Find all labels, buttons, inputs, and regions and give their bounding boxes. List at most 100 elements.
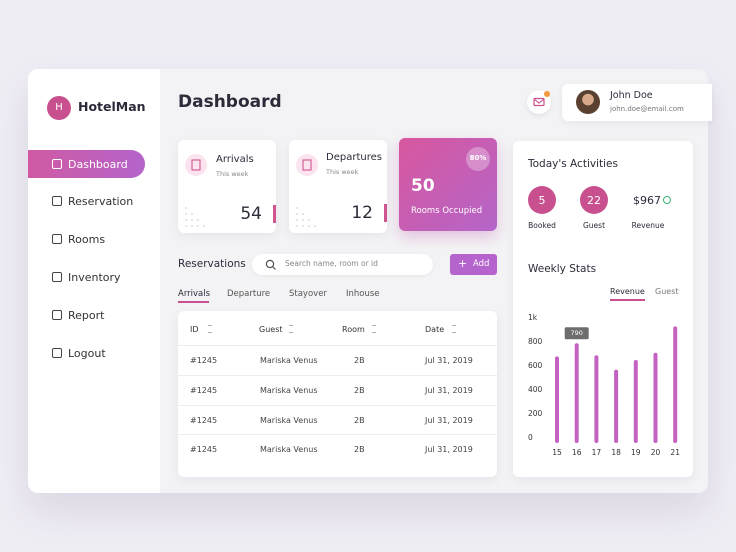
chart-tab[interactable]: Guest bbox=[655, 287, 679, 296]
arrivals-icon bbox=[185, 154, 207, 176]
table-cell: Jul 31, 2019 bbox=[425, 416, 473, 425]
table-cell: #1245 bbox=[190, 356, 218, 365]
table-cell: 2B bbox=[354, 445, 365, 454]
percent: 80% bbox=[469, 154, 487, 162]
search-box[interactable] bbox=[252, 254, 433, 275]
brand: HotelMan bbox=[78, 99, 146, 114]
occupied-card[interactable] bbox=[399, 138, 497, 231]
sort-icon bbox=[208, 325, 212, 333]
x-tick-label: 18 bbox=[611, 448, 621, 457]
menu-icon bbox=[52, 310, 62, 320]
chart-tab[interactable]: Revenue bbox=[610, 287, 645, 296]
y-tick-label: 1k bbox=[528, 313, 538, 322]
mail-icon bbox=[533, 91, 550, 107]
table-cell: #1245 bbox=[190, 416, 218, 425]
card-accent bbox=[273, 205, 276, 223]
search-icon bbox=[265, 259, 276, 270]
activity-label: Revenue bbox=[631, 221, 665, 230]
activity-value: $967 bbox=[633, 194, 661, 207]
menu-icon bbox=[52, 196, 62, 206]
table-cell: Jul 31, 2019 bbox=[425, 445, 473, 454]
activities-title: Today's Activities bbox=[528, 158, 618, 170]
section-title: Reservations bbox=[178, 258, 246, 270]
column-header: ID bbox=[190, 325, 199, 334]
x-tick-label: 16 bbox=[572, 448, 582, 457]
column-header: Guest bbox=[259, 325, 283, 334]
tooltip-label: 790 bbox=[570, 329, 582, 337]
table-cell: #1245 bbox=[190, 445, 218, 454]
column-header: Room bbox=[342, 325, 365, 334]
menu-icon bbox=[52, 272, 62, 282]
x-tick-label: 19 bbox=[631, 448, 641, 457]
menu-icon bbox=[52, 234, 62, 244]
card-accent bbox=[384, 204, 387, 222]
table-cell: Mariska Venus bbox=[260, 356, 318, 365]
tab-underline bbox=[178, 301, 209, 303]
activity-value: 22 bbox=[587, 194, 601, 207]
activity-circle bbox=[528, 186, 556, 214]
row-divider bbox=[178, 434, 497, 435]
table-cell: Mariska Venus bbox=[260, 416, 318, 425]
activity-label: Guest bbox=[582, 221, 606, 230]
menu-label: Reservation bbox=[68, 195, 134, 208]
menu-icon bbox=[52, 348, 62, 358]
weekly-chart: 0 200 400 600 800 1k 15 16 17 18 19 20 21 790 bbox=[528, 313, 680, 457]
y-tick-label: 800 bbox=[528, 337, 543, 346]
tab[interactable]: Inhouse bbox=[346, 289, 380, 299]
table-cell: Mariska Venus bbox=[260, 386, 318, 395]
menu-item[interactable]: Logout bbox=[28, 339, 145, 367]
table-cell: 2B bbox=[354, 356, 365, 365]
logo bbox=[47, 96, 71, 120]
menu-item[interactable]: Dashboard bbox=[28, 150, 145, 178]
sort-icon bbox=[372, 325, 376, 333]
add-button[interactable] bbox=[450, 254, 497, 275]
tab[interactable]: Arrivals bbox=[178, 289, 211, 299]
user-name: John Doe bbox=[610, 90, 653, 101]
table-cell: 2B bbox=[354, 416, 365, 425]
sidebar bbox=[28, 69, 160, 493]
tab-underline bbox=[610, 299, 645, 301]
departures-icon bbox=[296, 154, 318, 176]
tab[interactable]: Departure bbox=[227, 289, 271, 299]
column-header: Date bbox=[425, 325, 445, 334]
table-cell: #1245 bbox=[190, 386, 218, 395]
menu-label: Rooms bbox=[68, 233, 106, 246]
menu-label: Logout bbox=[68, 347, 106, 360]
menu-icon bbox=[52, 159, 62, 169]
row-divider bbox=[178, 405, 497, 406]
menu-label: Inventory bbox=[68, 271, 121, 284]
chart-title: Weekly Stats bbox=[528, 263, 597, 275]
mail-button[interactable] bbox=[527, 90, 551, 114]
menu-item[interactable]: Rooms bbox=[28, 225, 145, 253]
x-tick-label: 21 bbox=[670, 448, 680, 457]
y-tick-label: 600 bbox=[528, 361, 543, 370]
add-icon: + bbox=[458, 257, 468, 270]
y-tick-label: 400 bbox=[528, 385, 543, 394]
table-cell: Mariska Venus bbox=[260, 445, 318, 454]
menu-label: Report bbox=[68, 309, 105, 322]
menu-item[interactable]: Report bbox=[28, 301, 145, 329]
y-tick-label: 200 bbox=[528, 409, 543, 418]
menu-label: Dashboard bbox=[68, 158, 128, 171]
card-subtitle: This week bbox=[326, 168, 359, 176]
sort-icon bbox=[289, 325, 293, 333]
x-tick-label: 20 bbox=[651, 448, 661, 457]
activity-label: Booked bbox=[528, 221, 556, 230]
percent-badge bbox=[466, 147, 490, 171]
occupied-label: Rooms Occupied bbox=[411, 206, 483, 216]
y-tick-label: 0 bbox=[528, 433, 533, 442]
user-email: john.doe@email.com bbox=[610, 105, 684, 113]
sort-icon bbox=[452, 325, 456, 333]
add-label: Add bbox=[473, 259, 490, 269]
table-cell: Jul 31, 2019 bbox=[425, 386, 473, 395]
table-cell: 2B bbox=[354, 386, 365, 395]
activity-circle bbox=[580, 186, 608, 214]
occupied-value: 50 bbox=[411, 176, 435, 196]
tab[interactable]: Stayover bbox=[289, 289, 327, 299]
dots-decoration bbox=[296, 207, 316, 227]
menu-item[interactable]: Reservation bbox=[28, 187, 145, 215]
row-divider bbox=[178, 345, 497, 346]
menu-item[interactable]: Inventory bbox=[28, 263, 145, 291]
card-value: 54 bbox=[240, 204, 262, 224]
